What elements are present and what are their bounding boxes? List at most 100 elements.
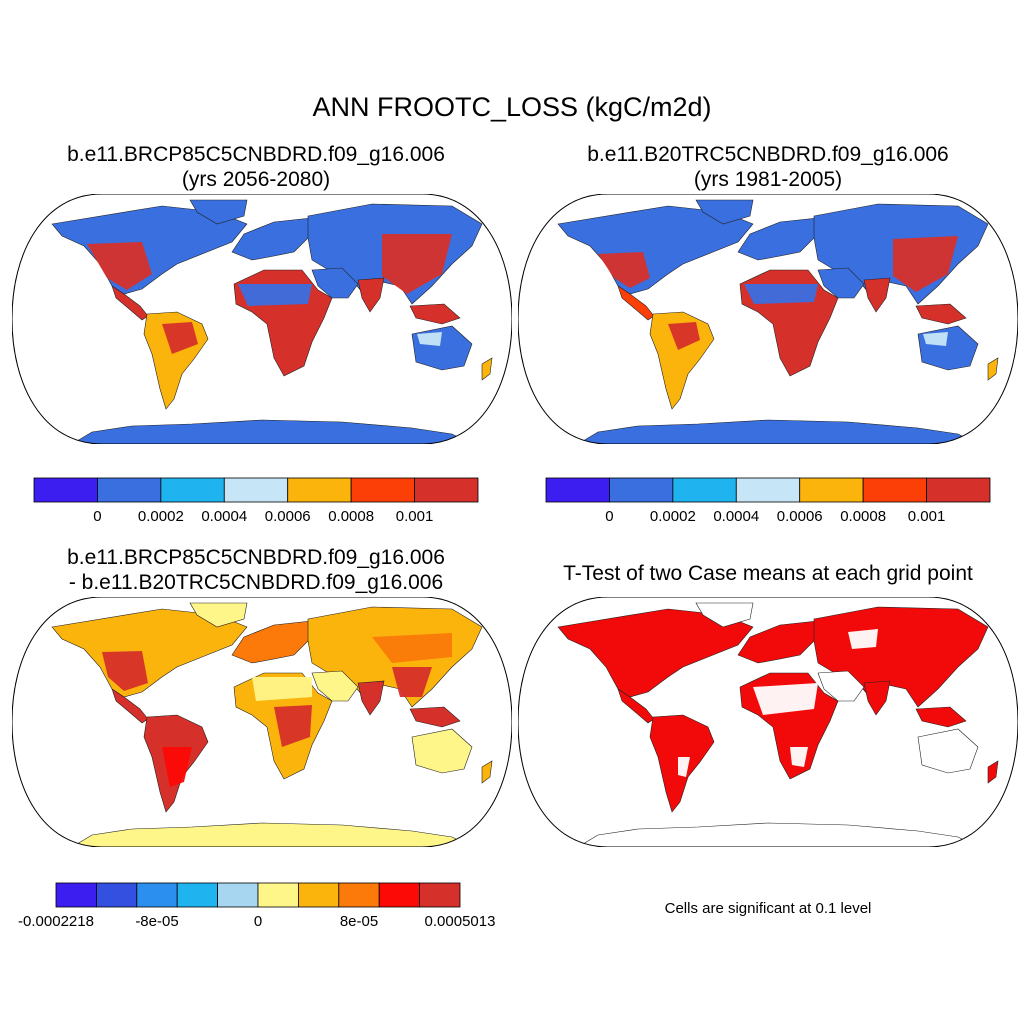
- colorbar-box-0: [545, 477, 610, 503]
- colorbar-box-2: [160, 477, 225, 503]
- significance-note: Cells are significant at 0.1 level: [664, 900, 872, 917]
- colorbar-label: 0.0006: [265, 508, 311, 525]
- land-in: [863, 680, 891, 716]
- colorbar-label: 0.0006: [777, 508, 823, 525]
- land-in: [357, 277, 385, 313]
- colorbar-label: 0.0002: [138, 508, 184, 525]
- land-ca: [111, 285, 149, 321]
- panel2-title-line1: b.e11.B20TRC5CNBDRD.f09_g16.006: [587, 143, 949, 166]
- colorbar-box-3: [176, 882, 218, 908]
- region-patch-3: [790, 747, 808, 767]
- region-patch-1: [668, 322, 700, 350]
- region-patch-4: [392, 667, 432, 697]
- colorbar-label: 0: [605, 508, 613, 525]
- colorbar-label: 0.001: [396, 508, 434, 525]
- region-patch-2: [382, 234, 452, 294]
- colorbar-box-2: [136, 882, 178, 908]
- colorbar-label: 0: [93, 508, 101, 525]
- colorbar-label: 0.0008: [840, 508, 886, 525]
- colorbar-box-6: [926, 477, 991, 503]
- colorbar-label: 0: [254, 913, 262, 930]
- land-sea: [915, 706, 967, 728]
- region-patch-0: [753, 683, 818, 715]
- colorbar-box-7: [338, 882, 380, 908]
- colorbar-difference: -0.0002218 -8e-05 0 8e-05 0.0005013: [18, 882, 495, 930]
- map-difference: [12, 597, 512, 847]
- land-nz: [481, 357, 493, 381]
- land-layer: [518, 597, 1018, 847]
- colorbar-box-6: [297, 882, 340, 908]
- land-gl: [695, 602, 754, 628]
- region-patch-2: [678, 757, 690, 777]
- colorbar-box-5: [257, 882, 299, 908]
- land-layer: [12, 194, 512, 444]
- region-patch-3: [372, 633, 452, 663]
- region-patch-4: [417, 332, 442, 346]
- panel2-title-line2: (yrs 1981-2005): [693, 168, 843, 191]
- region-patch-0: [598, 252, 650, 288]
- region-patch-0: [87, 242, 152, 290]
- colorbar-box-1: [96, 882, 138, 908]
- map-border: [12, 194, 512, 444]
- land-me: [311, 267, 359, 299]
- colorbar-box-6: [414, 477, 479, 503]
- region-patch-1: [252, 677, 312, 701]
- land-me: [817, 267, 865, 299]
- region-patch-4: [923, 332, 948, 346]
- land-layer: [518, 194, 1018, 444]
- region-patch-5: [162, 747, 192, 787]
- land-gl: [695, 199, 754, 225]
- map-case1: [12, 194, 512, 444]
- land-au: [411, 728, 473, 774]
- land-in: [863, 277, 891, 313]
- colorbar-box-2: [672, 477, 737, 503]
- colorbar-case2: 0 0.0002 0.0004 0.0006 0.0008 0.001: [545, 477, 991, 525]
- panel3-title-line2: - b.e11.B20TRC5CNBDRD.f09_g16.006: [68, 571, 444, 594]
- region-patch-3: [744, 284, 818, 304]
- colorbar-label: 0.0002: [650, 508, 696, 525]
- region-patch-2: [893, 236, 958, 292]
- colorbar-label: 0.001: [908, 508, 946, 525]
- colorbar-box-3: [735, 477, 801, 503]
- land-layer: [12, 597, 512, 847]
- land-nz: [987, 760, 999, 784]
- panel1-title-line1: b.e11.BRCP85C5CNBDRD.f09_g16.006: [67, 143, 445, 166]
- land-au: [917, 728, 979, 774]
- land-in: [357, 680, 385, 716]
- panel1-title-line2: (yrs 2056-2080): [181, 168, 331, 191]
- colorbar-box-8: [378, 882, 421, 908]
- colorbar-box-4: [287, 477, 352, 503]
- land-ca: [617, 688, 655, 724]
- land-ca: [617, 285, 655, 321]
- map-border: [12, 597, 512, 847]
- region-patch-0: [102, 651, 148, 691]
- colorbar-case1: 0 0.0002 0.0004 0.0006 0.0008 0.001: [33, 477, 479, 525]
- colorbar-label: 8e-05: [340, 913, 378, 930]
- colorbar-box-4: [217, 882, 259, 908]
- panel3-title-line1: b.e11.BRCP85C5CNBDRD.f09_g16.006: [67, 546, 445, 569]
- colorbar-box-9: [419, 882, 461, 908]
- map-border: [518, 597, 1018, 847]
- land-sea: [409, 303, 461, 325]
- colorbar-box-5: [350, 477, 415, 503]
- land-nz: [987, 357, 999, 381]
- colorbar-box-1: [609, 477, 674, 503]
- land-gl: [189, 602, 248, 628]
- figure-title: ANN FROOTC_LOSS (kgC/m2d): [312, 92, 712, 122]
- region-patch-1: [848, 629, 878, 649]
- land-me: [817, 670, 865, 702]
- colorbar-label: -0.0002218: [18, 913, 94, 930]
- colorbar-box-4: [799, 477, 864, 503]
- colorbar-label: 0.0004: [713, 508, 759, 525]
- panel4-title: T-Test of two Case means at each grid po…: [563, 562, 973, 585]
- land-ca: [111, 688, 149, 724]
- colorbar-label: -8e-05: [135, 913, 178, 930]
- land-nz: [481, 760, 493, 784]
- region-patch-2: [274, 705, 312, 747]
- land-sea: [409, 706, 461, 728]
- land-gl: [189, 199, 248, 225]
- colorbar-label: 0.0008: [328, 508, 374, 525]
- colorbar-box-1: [97, 477, 162, 503]
- map-border: [518, 194, 1018, 444]
- region-patch-3: [238, 284, 312, 306]
